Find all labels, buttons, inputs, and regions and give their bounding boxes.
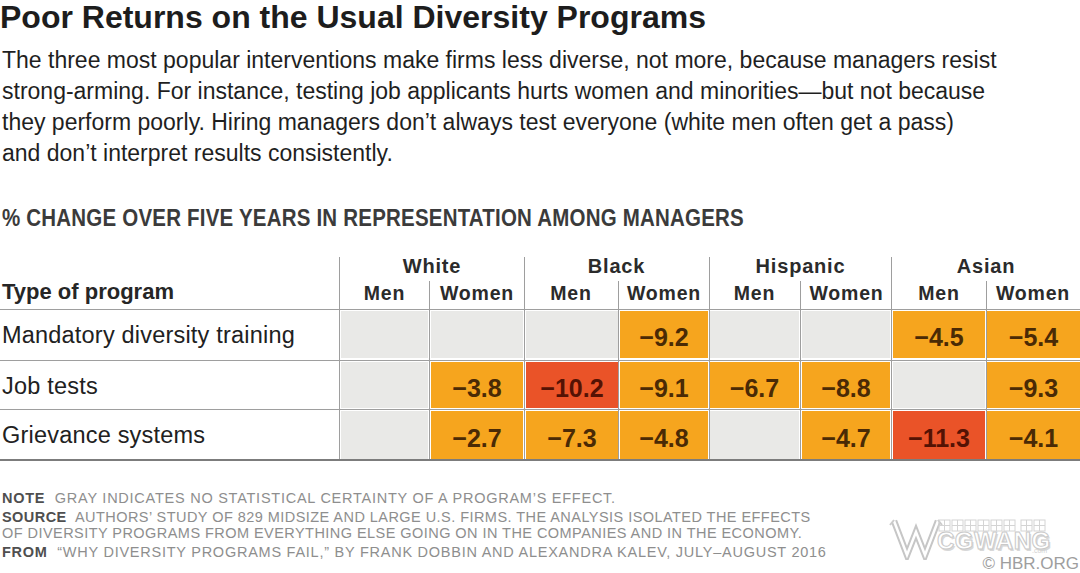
svg-text:.com: .com	[1032, 547, 1047, 554]
